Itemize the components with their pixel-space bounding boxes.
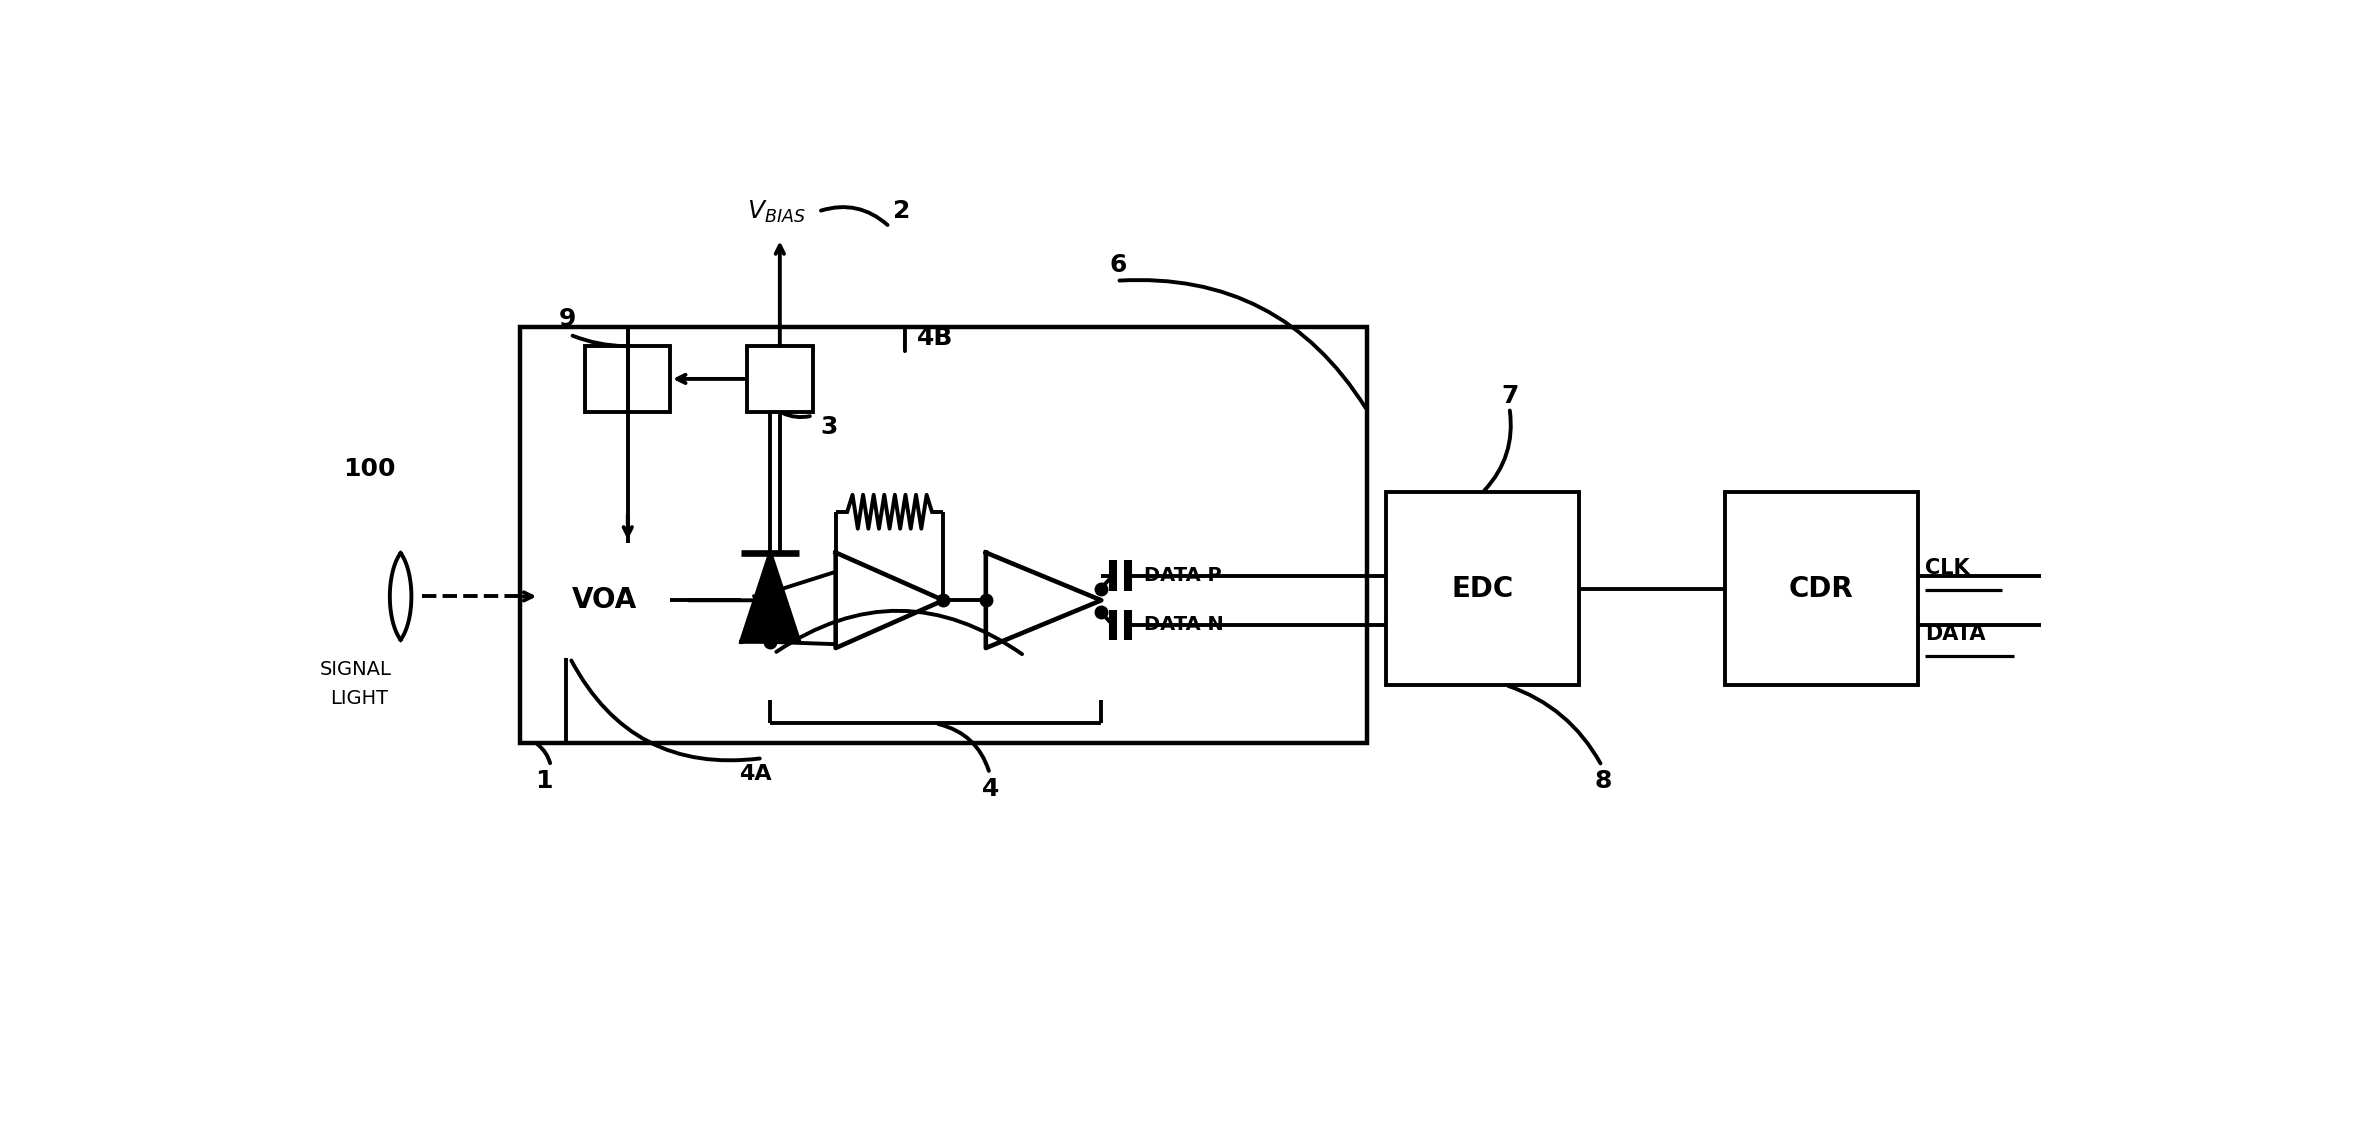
Text: 7: 7 [1501, 384, 1520, 408]
Text: 8: 8 [1593, 769, 1612, 793]
Polygon shape [740, 552, 799, 642]
Bar [521, 327, 1367, 743]
Text: 4: 4 [983, 777, 999, 801]
Text: 6: 6 [1110, 253, 1127, 277]
Text: CDR: CDR [1789, 575, 1853, 603]
Text: 9: 9 [559, 307, 575, 331]
Text: LIGHT: LIGHT [330, 689, 389, 707]
Bar [585, 346, 669, 411]
Text: 4A: 4A [740, 763, 773, 784]
Text: 2: 2 [893, 199, 910, 223]
Bar [540, 542, 669, 658]
Text: 1: 1 [535, 769, 554, 793]
Text: CLK: CLK [1926, 558, 1970, 578]
Text: 4B: 4B [917, 327, 952, 351]
Text: 3: 3 [820, 415, 837, 439]
Text: DATA P: DATA P [1143, 566, 1221, 586]
Text: DATA: DATA [1926, 625, 1985, 644]
Text: 100: 100 [342, 457, 396, 481]
Text: SIGNAL: SIGNAL [321, 660, 391, 680]
Bar [1725, 493, 1919, 685]
Text: $V_{BIAS}$: $V_{BIAS}$ [747, 198, 806, 225]
Bar [747, 346, 813, 411]
Text: VOA: VOA [573, 587, 636, 614]
Text: EDC: EDC [1452, 575, 1513, 603]
Bar [1386, 493, 1579, 685]
Text: DATA N: DATA N [1143, 615, 1223, 635]
